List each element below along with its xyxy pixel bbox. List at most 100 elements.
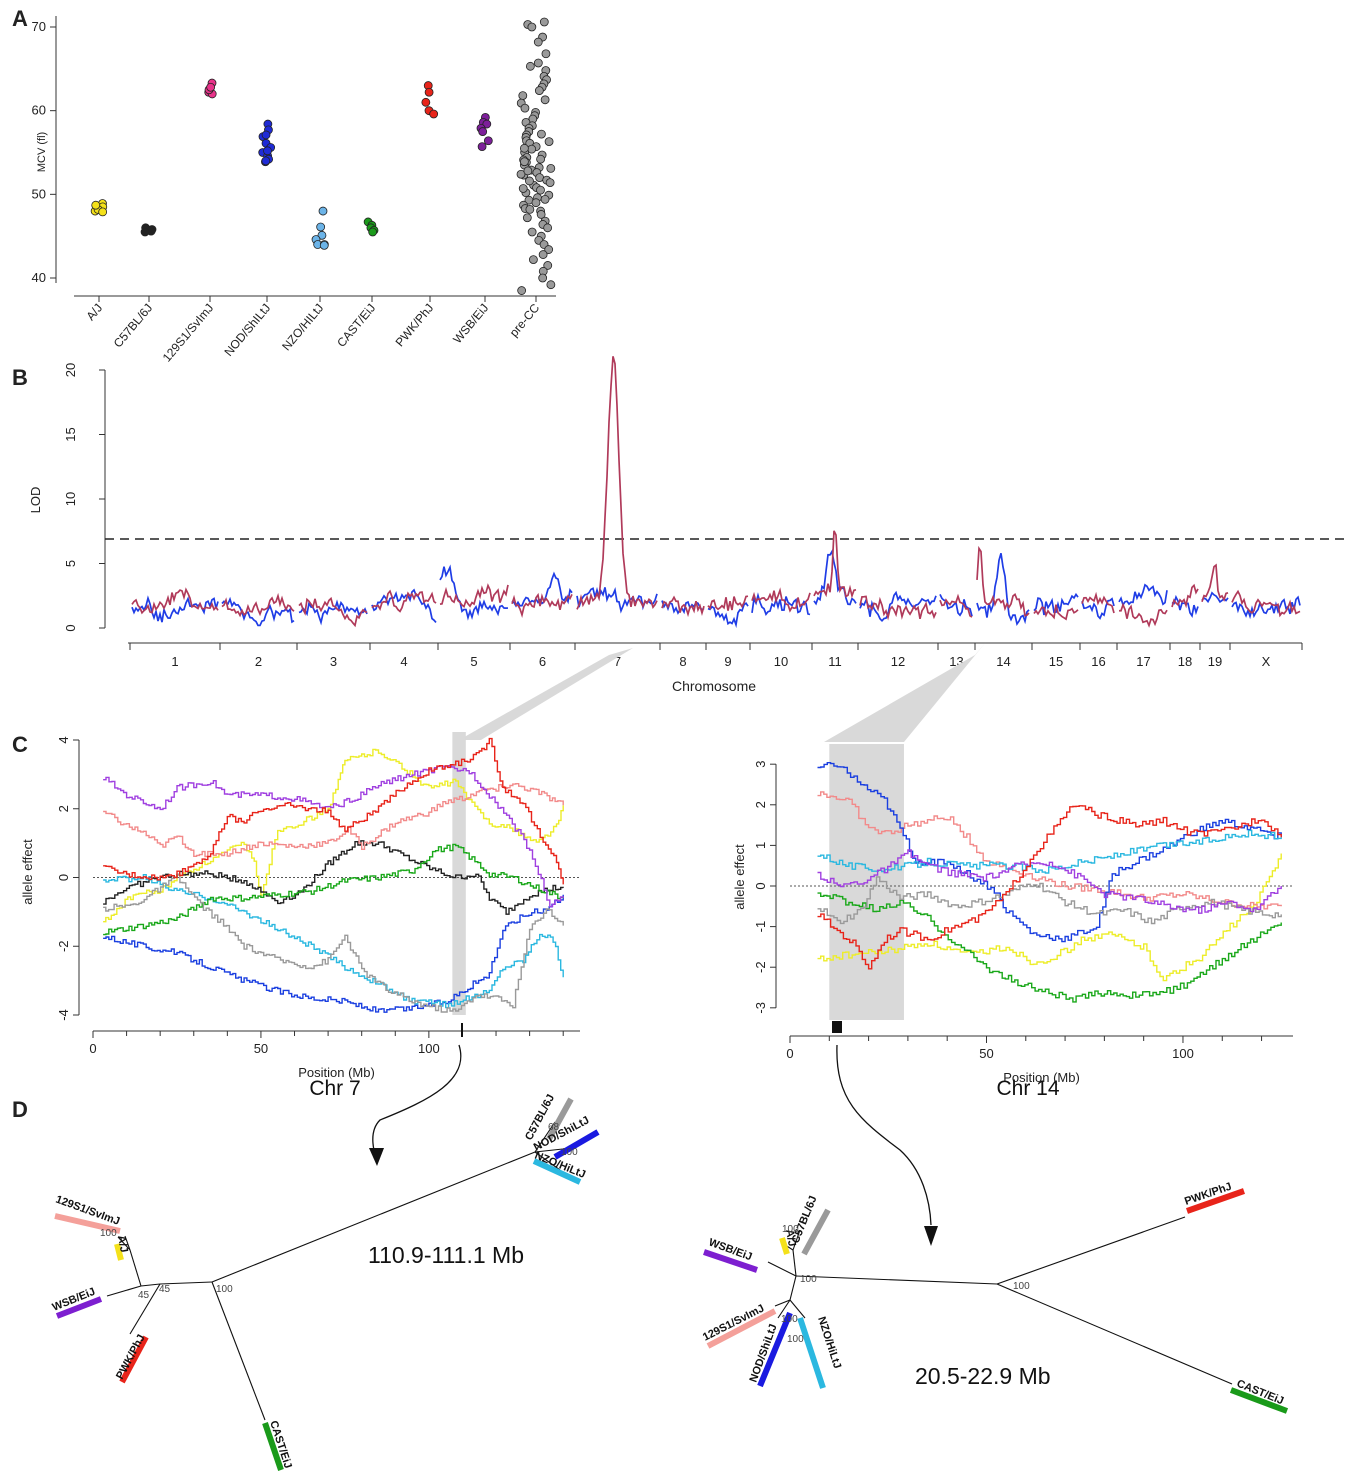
- a-point: [537, 129, 546, 139]
- c-xtick-label: 50: [979, 1046, 993, 1061]
- effect-line: [817, 853, 1282, 982]
- effect-line: [103, 874, 564, 1009]
- a-point: [516, 169, 526, 179]
- b-chr-label: 1: [171, 654, 178, 669]
- effect-line: [103, 873, 564, 1013]
- a-point: [536, 210, 546, 219]
- lod-trace-red: [298, 596, 368, 628]
- bar-cast: [262, 1422, 284, 1471]
- panel-a-label: A: [12, 6, 28, 31]
- effect-line: [103, 748, 564, 923]
- panel-a-strip-chart: MCV (fl) 40 50 60 70 A/J C57BL/6J 129S1/SvImJ…: [32, 16, 556, 365]
- a-point: [98, 207, 108, 217]
- lod-trace-blue: [298, 599, 368, 626]
- a-point: [478, 127, 488, 136]
- a-point: [522, 213, 532, 223]
- b-chr-label: 5: [470, 654, 477, 669]
- a-point: [477, 142, 487, 152]
- lod-trace-blue: [576, 586, 658, 614]
- a-point: [527, 22, 537, 32]
- a-point: [541, 49, 551, 59]
- lod-trace-red: [939, 593, 973, 618]
- a-point: [525, 204, 535, 214]
- lod-trace-blue: [813, 549, 857, 606]
- a-point: [520, 103, 530, 113]
- c-xtick-label: 100: [1172, 1046, 1194, 1061]
- a-point: [368, 227, 378, 237]
- lod-trace-red: [859, 595, 937, 621]
- chr7-xlabel: Position (Mb): [298, 1065, 375, 1080]
- a-ytick-label: 50: [32, 186, 46, 201]
- bar-r-cast: [1229, 1387, 1289, 1414]
- effect-line: [103, 737, 564, 885]
- arrow-right: [836, 1044, 932, 1226]
- boot-left-4: 100: [216, 1284, 233, 1295]
- arrow-left: [372, 1044, 462, 1159]
- b-chr-label: 9: [724, 654, 731, 669]
- a-point: [483, 136, 493, 146]
- lod-trace-blue: [707, 601, 749, 629]
- panel-a-ylabel: MCV (fl): [36, 132, 48, 172]
- c-ytick-label: -3: [753, 1002, 768, 1014]
- c-ytick-label: -4: [56, 1009, 71, 1021]
- b-chr-label: 15: [1049, 654, 1063, 669]
- bar-r-aj: [779, 1237, 790, 1255]
- bar-r-nzo: [797, 1317, 826, 1389]
- a-point: [527, 227, 537, 237]
- a-point: [534, 86, 544, 95]
- highlight-band: [829, 744, 904, 1020]
- b-chr-label: 4: [400, 654, 407, 669]
- a-point: [533, 58, 543, 68]
- lod-trace-red: [707, 595, 749, 611]
- a-point: [518, 184, 528, 193]
- a-point: [317, 230, 327, 240]
- boot-left-5: 68: [548, 1122, 560, 1133]
- boot-left-6: 100: [561, 1147, 578, 1158]
- b-chr-label: 8: [679, 654, 686, 669]
- b-chr-label: 3: [330, 654, 337, 669]
- a-xtick-label: PWK/PhJ: [393, 301, 437, 349]
- lod-trace-blue: [1171, 594, 1199, 618]
- a-point: [539, 17, 549, 27]
- a-point: [536, 154, 546, 164]
- c-ytick-label: 0: [753, 882, 768, 889]
- a-point: [261, 130, 271, 140]
- a-point: [525, 61, 535, 71]
- label-r-nzo: NZO/HiLtJ: [815, 1315, 843, 1370]
- boot-right-4: 100: [787, 1334, 804, 1345]
- lod-trace-red: [221, 592, 295, 618]
- a-point: [261, 156, 271, 166]
- panel-d-label: D: [12, 1097, 28, 1122]
- c-ytick-label: 3: [753, 761, 768, 768]
- effect-line: [817, 876, 1282, 925]
- boot-left-1: 100: [100, 1228, 117, 1239]
- a-point: [319, 240, 329, 250]
- lod-trace-blue: [976, 553, 1030, 627]
- boot-right-1: 100: [782, 1224, 799, 1235]
- effect-line: [103, 765, 564, 908]
- c-xtick-label: 0: [786, 1046, 793, 1061]
- label-r-aj: A/J: [783, 1228, 798, 1247]
- a-point: [531, 198, 541, 208]
- a-xtick-label: 129S1/SvImJ: [160, 301, 217, 365]
- lod-trace-blue: [1081, 597, 1115, 620]
- tree-right: WSB/EiJ A/J C57BL/6J 129S1/SvImJ NOD/Shi…: [701, 1181, 1289, 1414]
- c-xtick-label: 100: [418, 1041, 440, 1056]
- b-chr-label: 19: [1208, 654, 1222, 669]
- lod-trace-blue: [511, 571, 573, 608]
- a-xtick-label: WSB/EiJ: [450, 301, 491, 346]
- a-point: [544, 137, 554, 147]
- chr7-title: Chr 7: [309, 1077, 360, 1100]
- b-ytick-label: 5: [63, 560, 78, 567]
- a-point: [533, 37, 543, 47]
- tree-left: 129S1/SvImJ A/J WSB/EiJ PWK/PhJ CAST/EiJ…: [51, 1093, 600, 1471]
- lod-trace-red: [1118, 602, 1168, 628]
- b-chr-label: 2: [255, 654, 262, 669]
- effect-line: [817, 762, 1282, 943]
- lod-trace-red: [511, 592, 573, 618]
- lod-trace-blue: [939, 593, 973, 617]
- lod-trace-blue: [1118, 583, 1168, 607]
- lod-trace-red: [371, 589, 437, 613]
- a-point: [424, 87, 434, 97]
- a-point: [519, 157, 529, 167]
